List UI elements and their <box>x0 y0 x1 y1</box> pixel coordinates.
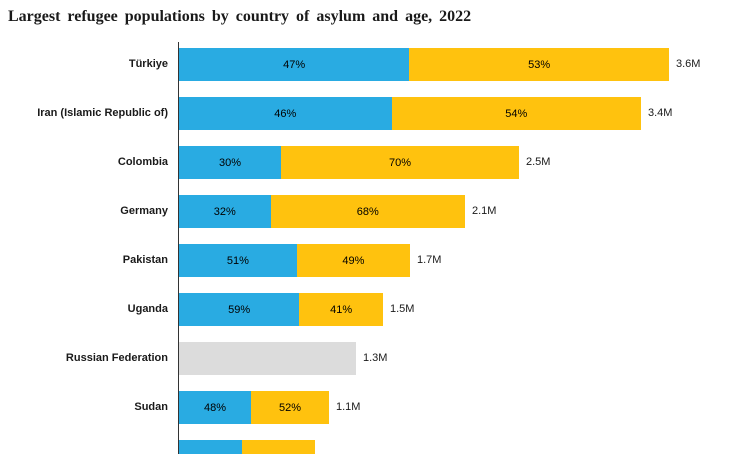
total-label: 3.6M <box>676 58 701 70</box>
chart-row: Pakistan 51% 49% 1.7M <box>0 244 736 277</box>
chart-row: Sudan 48% 52% 1.1M <box>0 391 736 424</box>
total-label: 3.4M <box>648 107 673 119</box>
stacked-bar <box>179 342 356 375</box>
adults-segment: 54% <box>391 97 641 130</box>
adults-segment: 53% <box>409 48 669 81</box>
children-segment <box>179 440 242 454</box>
y-axis-line <box>178 42 179 454</box>
chart-row: Uganda 59% 41% 1.5M <box>0 293 736 326</box>
adults-segment: 70% <box>281 146 519 179</box>
total-label: 1.3M <box>363 352 388 364</box>
total-label: 1.7M <box>417 254 442 266</box>
chart-row: Colombia 30% 70% 2.5M <box>0 146 736 179</box>
children-segment: 51% <box>179 244 297 277</box>
country-label: Germany <box>120 205 168 217</box>
country-label: Türkiye <box>128 58 168 70</box>
children-segment: 30% <box>179 146 281 179</box>
country-label: Pakistan <box>122 254 168 266</box>
adults-segment: 49% <box>296 244 410 277</box>
chart-row: Germany 32% 68% 2.1M <box>0 195 736 228</box>
stacked-bar: 47% 53% <box>179 48 669 81</box>
children-segment: 48% <box>179 391 251 424</box>
adults-segment: 41% <box>299 293 383 326</box>
total-label: 1.1M <box>336 401 361 413</box>
stacked-bar: 59% 41% <box>179 293 383 326</box>
children-segment: 32% <box>179 195 271 228</box>
stacked-bar: 32% 68% <box>179 195 465 228</box>
adults-segment: 52% <box>251 391 329 424</box>
children-segment: 59% <box>179 293 300 326</box>
no-data-segment <box>179 342 356 375</box>
stacked-bar: 30% 70% <box>179 146 519 179</box>
chart-title: Largest refugee populations by country o… <box>8 8 472 25</box>
stacked-bar <box>179 440 315 454</box>
children-segment: 47% <box>179 48 410 81</box>
adults-segment <box>241 440 315 454</box>
country-label: Russian Federation <box>65 352 168 364</box>
total-label: 2.1M <box>472 205 497 217</box>
country-label: Uganda <box>127 303 168 315</box>
chart-row: Türkiye 47% 53% 3.6M <box>0 48 736 81</box>
country-label: Sudan <box>134 401 168 413</box>
stacked-bar: 51% 49% <box>179 244 410 277</box>
stacked-bar: 46% 54% <box>179 97 641 130</box>
country-label <box>0 440 168 454</box>
stacked-bar: 48% 52% <box>179 391 329 424</box>
country-label: Iran (Islamic Republic of) <box>37 107 168 119</box>
country-label: Colombia <box>117 156 168 168</box>
chart-row <box>0 440 736 454</box>
chart-row: Russian Federation 1.3M <box>0 342 736 375</box>
total-label: 1.5M <box>390 303 415 315</box>
children-segment: 46% <box>179 97 392 130</box>
adults-segment: 68% <box>270 195 465 228</box>
chart-row: Iran (Islamic Republic of) 46% 54% 3.4M <box>0 97 736 130</box>
total-label: 2.5M <box>526 156 551 168</box>
